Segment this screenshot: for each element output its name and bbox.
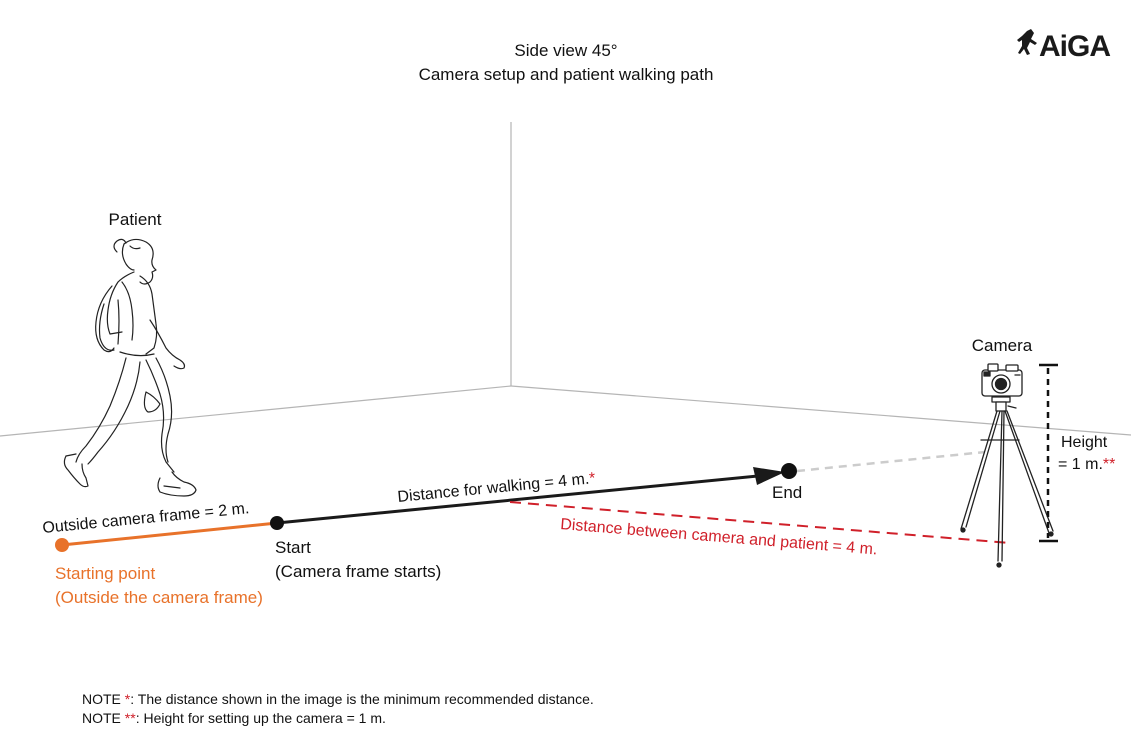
height-indicator bbox=[1039, 363, 1058, 543]
walking-figure-logo-icon bbox=[1017, 29, 1037, 55]
start-marker bbox=[270, 516, 284, 530]
starting-point-marker bbox=[55, 538, 69, 552]
aiga-logo-text: AiGA bbox=[1039, 30, 1110, 63]
patient-label: Patient bbox=[109, 210, 162, 229]
camera-icon bbox=[981, 363, 1023, 397]
room-outline bbox=[0, 122, 1131, 437]
diagram-title-line1: Side view 45° bbox=[514, 41, 617, 60]
diagram-title-line2: Camera setup and patient walking path bbox=[419, 65, 714, 84]
camera-sightline bbox=[796, 450, 986, 473]
patient-figure bbox=[63, 238, 197, 497]
start-sublabel: (Camera frame starts) bbox=[275, 562, 441, 581]
camera-tripod bbox=[960, 363, 1054, 568]
outside-frame-label: Outside camera frame = 2 m. bbox=[42, 500, 250, 537]
camera-label: Camera bbox=[972, 336, 1033, 355]
start-label: Start bbox=[275, 538, 311, 557]
camera-distance-line bbox=[509, 501, 1011, 544]
starting-point-sublabel: (Outside the camera frame) bbox=[55, 588, 263, 607]
note-line-1: NOTE *: The distance shown in the image … bbox=[82, 691, 594, 707]
starting-point-label: Starting point bbox=[55, 564, 155, 583]
height-value: = 1 m.** bbox=[1058, 456, 1115, 473]
walking-arrowhead-icon bbox=[753, 467, 785, 485]
end-marker bbox=[781, 463, 797, 479]
note-line-2: NOTE **: Height for setting up the camer… bbox=[82, 710, 386, 726]
outside-frame-path bbox=[55, 521, 278, 552]
aiga-logo: AiGA bbox=[1017, 29, 1111, 63]
camera-distance-label: Distance between camera and patient = 4 … bbox=[560, 516, 878, 558]
height-label: Height bbox=[1061, 434, 1108, 451]
end-label: End bbox=[772, 483, 802, 502]
walking-path bbox=[270, 463, 797, 530]
notes-block: NOTE *: The distance shown in the image … bbox=[82, 690, 594, 728]
